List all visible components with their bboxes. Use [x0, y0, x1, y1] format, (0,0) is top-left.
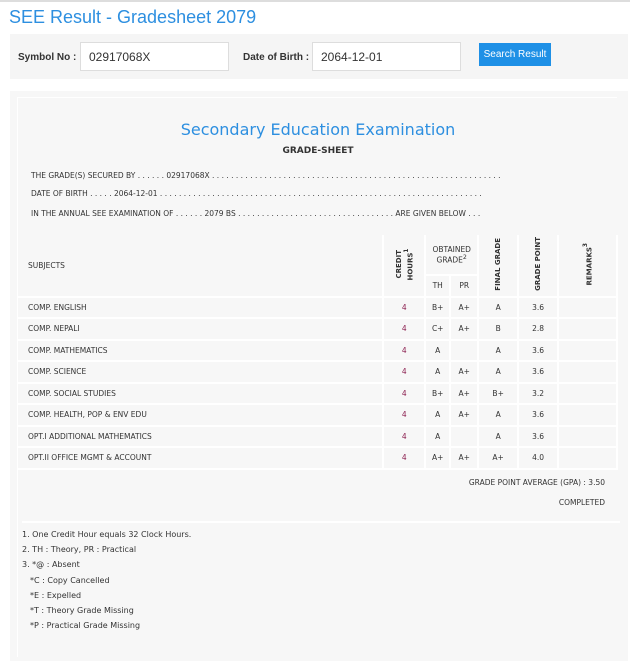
cell-remarks	[558, 339, 618, 362]
header-remarks: REMARKS3	[558, 235, 618, 298]
gradesheet-heading: GRADE-SHEET	[282, 146, 354, 156]
cell-gp: 3.6	[518, 404, 560, 427]
gpa-text: GRADE POINT AVERAGE (GPA) : 3.50	[468, 478, 605, 487]
dob-line: DATE OF BIRTH . . . . . 2064-12-01 . . .…	[31, 189, 482, 198]
cell-credit: 4	[383, 382, 427, 405]
cell-credit: 4	[383, 425, 427, 448]
note: *P : Practical Grade Missing	[30, 621, 141, 631]
table-row: COMP. ENGLISH 4 B+ A+ A 3.6	[18, 296, 618, 319]
cell-th: A	[425, 425, 452, 448]
cell-th: B+	[425, 382, 452, 405]
grades-table: SUBJECTS CREDIT HOURS1 OBTAINED GRADE2 F…	[18, 235, 618, 470]
cell-final: A+	[478, 447, 520, 470]
cell-pr: A+	[450, 404, 480, 427]
cell-final: A	[478, 361, 520, 384]
header-th: TH	[425, 275, 452, 298]
cell-final: B+	[478, 382, 520, 405]
cell-pr: A+	[450, 382, 480, 405]
cell-final: A	[478, 404, 520, 427]
symbol-label: Symbol No :	[18, 52, 77, 63]
cell-final: B	[478, 318, 520, 341]
cell-gp: 3.6	[518, 361, 560, 384]
table-row: COMP. NEPALI 4 C+ A+ B 2.8	[18, 318, 618, 341]
cell-subject: COMP. NEPALI	[18, 318, 385, 341]
cell-gp: 4.0	[518, 447, 560, 470]
cell-th: A+	[425, 447, 452, 470]
cell-credit: 4	[383, 447, 427, 470]
cell-final: A	[478, 296, 520, 319]
exam-heading: Secondary Education Examination	[180, 120, 456, 139]
header-credit-hours: CREDIT HOURS1	[383, 235, 427, 298]
cell-pr	[450, 339, 480, 362]
note: 3. *@ : Absent	[22, 560, 80, 570]
cell-remarks	[558, 318, 618, 341]
note: *T : Theory Grade Missing	[30, 605, 134, 615]
cell-final: A	[478, 339, 520, 362]
result-panel: Secondary Education Examination GRADE-SH…	[10, 91, 628, 661]
table-row: COMP. SOCIAL STUDIES 4 B+ A+ B+ 3.2	[18, 382, 618, 405]
cell-gp: 2.8	[518, 318, 560, 341]
cell-credit: 4	[383, 361, 427, 384]
cell-credit: 4	[383, 296, 427, 319]
cell-pr: A+	[450, 361, 480, 384]
header-pr: PR	[450, 275, 480, 298]
cell-remarks	[558, 404, 618, 427]
search-form: Symbol No : 02917068X Date of Birth : 20…	[10, 34, 628, 79]
cell-pr: A+	[450, 318, 480, 341]
note: *E : Expelled	[30, 590, 82, 600]
header-subjects: SUBJECTS	[18, 235, 385, 298]
cell-subject: COMP. MATHEMATICS	[18, 339, 385, 362]
cell-subject: COMP. HEALTH, POP & ENV EDU	[18, 404, 385, 427]
exam-line: IN THE ANNUAL SEE EXAMINATION OF . . . .…	[31, 209, 481, 218]
cell-pr: A+	[450, 296, 480, 319]
cell-gp: 3.2	[518, 382, 560, 405]
result-status: COMPLETED	[558, 498, 605, 507]
secured-by-line: THE GRADE(S) SECURED BY . . . . . . 0291…	[31, 171, 501, 180]
cell-remarks	[558, 382, 618, 405]
cell-remarks	[558, 425, 618, 448]
cell-credit: 4	[383, 404, 427, 427]
cell-pr	[450, 425, 480, 448]
search-result-button[interactable]: Search Result	[479, 43, 551, 66]
cell-remarks	[558, 296, 618, 319]
notes: 1. One Credit Hour equals 32 Clock Hours…	[22, 521, 620, 633]
cell-subject: COMP. SCIENCE	[18, 361, 385, 384]
dob-label: Date of Birth :	[243, 52, 310, 63]
cell-gp: 3.6	[518, 296, 560, 319]
table-row: OPT.II OFFICE MGMT & ACCOUNT 4 A+ A+ A+ 4.0	[18, 447, 618, 470]
cell-final: A	[478, 425, 520, 448]
header-grade-point: GRADE POINT	[518, 235, 560, 298]
table-row: COMP. HEALTH, POP & ENV EDU 4 A A+ A 3.6	[18, 404, 618, 427]
dob-input[interactable]: 2064-12-01	[312, 42, 461, 71]
cell-credit: 4	[383, 339, 427, 362]
note: 1. One Credit Hour equals 32 Clock Hours…	[22, 530, 192, 539]
cell-credit: 4	[383, 318, 427, 341]
cell-gp: 3.6	[518, 425, 560, 448]
cell-th: A	[425, 361, 452, 384]
cell-remarks	[558, 361, 618, 384]
cell-remarks	[558, 447, 618, 470]
cell-subject: OPT.I ADDITIONAL MATHEMATICS	[18, 425, 385, 448]
cell-subject: OPT.II OFFICE MGMT & ACCOUNT	[18, 447, 385, 470]
cell-th: C+	[425, 318, 452, 341]
page-title: SEE Result - Gradesheet 2079	[9, 7, 257, 27]
table-row: COMP. SCIENCE 4 A A+ A 3.6	[18, 361, 618, 384]
note: *C : Copy Cancelled	[30, 575, 110, 585]
header-final-grade: FINAL GRADE	[478, 235, 520, 298]
cell-subject: COMP. ENGLISH	[18, 296, 385, 319]
cell-gp: 3.6	[518, 339, 560, 362]
cell-th: B+	[425, 296, 452, 319]
symbol-input[interactable]: 02917068X	[80, 42, 229, 71]
cell-th: A	[425, 404, 452, 427]
table-row: OPT.I ADDITIONAL MATHEMATICS 4 A A 3.6	[18, 425, 618, 448]
cell-th: A	[425, 339, 452, 362]
header-obtained-grade: OBTAINED GRADE2	[425, 235, 480, 276]
note: 2. TH : Theory, PR : Practical	[22, 545, 137, 555]
cell-pr: A+	[450, 447, 480, 470]
cell-subject: COMP. SOCIAL STUDIES	[18, 382, 385, 405]
table-row: COMP. MATHEMATICS 4 A A 3.6	[18, 339, 618, 362]
